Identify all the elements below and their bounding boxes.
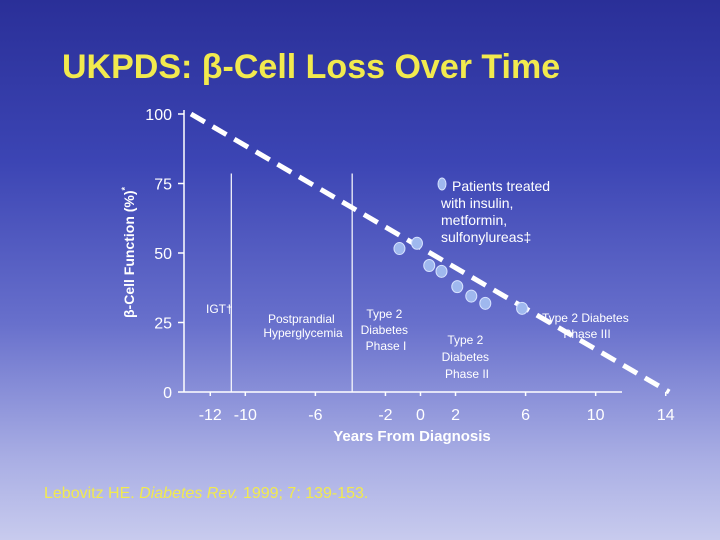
data-point: [465, 289, 478, 303]
x-tick-label: 14: [657, 407, 675, 424]
y-ticks: 0 25 50 75 100: [145, 107, 184, 402]
y-axis-label-text: β-Cell Function (%): [121, 190, 137, 318]
y-tick-label: 50: [154, 246, 172, 263]
plot-area: 0 25 50 75 100 -12 -10 -6 -2 0 2 6 10 14: [145, 107, 674, 424]
data-point: [451, 280, 464, 294]
legend-line-3: metformin,: [441, 212, 507, 228]
annotation-postprandial: Postprandial Hyperglycemia: [263, 312, 343, 340]
annotation-postprandial-line-2: Hyperglycemia: [263, 326, 343, 340]
data-point: [423, 259, 436, 273]
citation-journal: Diabetes Rev.: [139, 485, 239, 502]
x-axis-label: Years From Diagnosis: [333, 428, 491, 445]
data-point: [479, 296, 492, 310]
data-point: [410, 236, 423, 250]
y-axis-label-superscript: *: [120, 186, 130, 190]
x-tick-label: -6: [308, 407, 322, 424]
annotation-phase-2: Type 2 Diabetes Phase II: [442, 333, 493, 381]
x-ticks: -12 -10 -6 -2 0 2 6 10 14: [199, 392, 675, 424]
y-tick-label: 100: [145, 107, 172, 124]
y-axis-label: β-Cell Function (%)*: [120, 186, 137, 318]
annotation-phase-2-line-2: Diabetes: [442, 350, 489, 364]
trend-line: [189, 111, 671, 395]
annotation-phase-1-line-1: Type 2: [366, 307, 402, 321]
annotation-igt: IGT†: [206, 302, 233, 316]
legend-label: Patients treated with insulin, metformin…: [440, 178, 554, 245]
legend-line-2: with insulin,: [440, 195, 513, 211]
y-tick-label: 75: [154, 177, 172, 194]
data-markers: [393, 236, 529, 315]
y-tick-label: 0: [163, 385, 172, 402]
phase-annotations: IGT† Postprandial Hyperglycemia Type 2 D…: [206, 302, 632, 381]
annotation-phase-3-line-1: Type 2 Diabetes: [542, 311, 629, 325]
slide-title: UKPDS: β-Cell Loss Over Time: [62, 48, 561, 86]
legend: Patients treated with insulin, metformin…: [437, 177, 554, 245]
legend-marker-shape: [437, 177, 447, 191]
annotation-phase-1: Type 2 Diabetes Phase I: [361, 307, 412, 353]
data-point: [393, 242, 406, 256]
citation: Lebovitz HE. Diabetes Rev. 1999; 7: 139-…: [44, 485, 368, 503]
legend-line-1: Patients treated: [452, 178, 550, 194]
x-tick-label: 0: [416, 407, 425, 424]
citation-author: Lebovitz HE.: [44, 485, 135, 502]
y-tick-label: 25: [154, 316, 172, 333]
data-point: [516, 301, 529, 315]
annotation-postprandial-line-1: Postprandial: [268, 312, 335, 326]
x-tick-label: 10: [587, 407, 605, 424]
annotation-phase-2-line-1: Type 2: [447, 333, 483, 347]
annotation-phase-1-line-2: Diabetes: [361, 323, 408, 337]
x-tick-label: -2: [378, 407, 392, 424]
x-tick-label: -10: [234, 407, 257, 424]
phase-dividers: [230, 173, 353, 392]
annotation-phase-3: Type 2 Diabetes Phase III: [542, 311, 632, 341]
annotation-phase-3-line-2: Phase III: [563, 327, 610, 341]
citation-details: 1999; 7: 139-153.: [242, 485, 369, 502]
annotation-phase-2-line-3: Phase II: [445, 367, 489, 381]
x-tick-label: 6: [521, 407, 530, 424]
data-point: [435, 264, 448, 278]
legend-marker: [437, 177, 447, 191]
annotation-phase-1-line-3: Phase I: [366, 339, 407, 353]
x-tick-label: -12: [199, 407, 222, 424]
trend-line-group: [189, 111, 671, 395]
x-tick-label: 2: [451, 407, 460, 424]
legend-line-4: sulfonylureas‡: [441, 229, 531, 245]
annotation-igt-line-1: IGT†: [206, 302, 233, 316]
